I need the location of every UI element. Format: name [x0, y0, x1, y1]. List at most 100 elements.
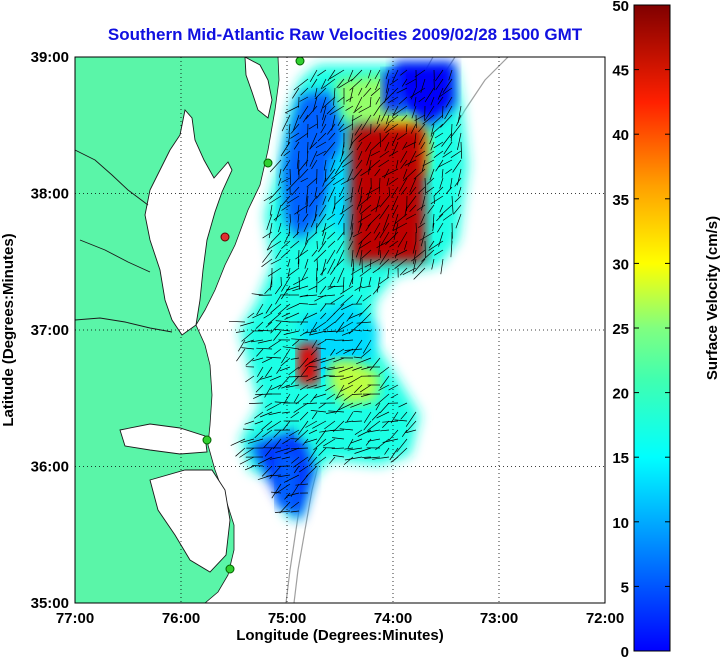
- velocity-vector: [382, 420, 399, 423]
- velocity-vector: [391, 258, 399, 264]
- velocity-vector: [277, 303, 291, 315]
- x-axis-label: Longitude (Degrees:Minutes): [236, 627, 444, 644]
- velocity-vector: [275, 320, 291, 323]
- velocity-vector: [428, 240, 444, 251]
- velocity-vector: [350, 213, 354, 230]
- velocity-vector: [384, 447, 390, 455]
- velocity-vector: [283, 330, 300, 335]
- velocity-vector: [407, 150, 417, 167]
- velocity-vector: [330, 348, 336, 356]
- velocity-vector: [267, 267, 282, 277]
- velocity-vector: [359, 384, 372, 393]
- velocity-vector: [274, 510, 291, 513]
- velocity-vector: [266, 240, 282, 251]
- velocity-vector: [441, 132, 453, 147]
- velocity-vector: [363, 87, 372, 97]
- velocity-vector: [235, 330, 246, 333]
- velocity-vector: [450, 123, 453, 142]
- velocity-vector: [434, 132, 444, 139]
- velocity-vector: [289, 213, 291, 223]
- velocity-vector: [405, 195, 417, 210]
- velocity-vector: [351, 132, 363, 144]
- velocity-vector: [291, 338, 309, 341]
- y-tick-label: 39:00: [31, 49, 69, 66]
- velocity-vector: [308, 303, 318, 306]
- velocity-vector: [389, 240, 399, 248]
- velocity-vector: [291, 186, 300, 196]
- velocity-vector: [266, 402, 282, 411]
- velocity-vector: [413, 168, 426, 180]
- velocity-vector: [325, 168, 336, 182]
- velocity-vector: [323, 321, 336, 331]
- velocity-vector: [334, 384, 345, 401]
- velocity-vector: [354, 96, 363, 112]
- velocity-vector: [352, 258, 355, 272]
- velocity-vector: [424, 240, 426, 258]
- velocity-vector: [412, 249, 417, 265]
- velocity-vector: [332, 455, 345, 458]
- velocity-vector: [299, 411, 309, 421]
- velocity-vector: [362, 339, 372, 354]
- velocity-vector: [440, 258, 444, 275]
- velocity-vector: [337, 213, 345, 225]
- velocity-vector: [368, 159, 381, 171]
- velocity-vector: [266, 213, 273, 231]
- velocity-vector: [430, 123, 435, 137]
- velocity-vector: [334, 159, 345, 175]
- velocity-vector: [445, 168, 453, 174]
- velocity-vector: [392, 105, 408, 116]
- velocity-vector: [318, 447, 327, 456]
- velocity-vector: [361, 285, 372, 289]
- velocity-vector: [312, 96, 318, 112]
- velocity-vector: [448, 69, 453, 81]
- velocity-vector: [443, 141, 453, 155]
- velocity-vector: [365, 141, 372, 152]
- velocity-vector: [418, 96, 426, 103]
- velocity-vector: [394, 249, 399, 259]
- velocity-vector: [279, 366, 291, 372]
- velocity-vector: [333, 87, 336, 106]
- velocity-vector: [435, 78, 444, 90]
- velocity-vector: [290, 123, 300, 134]
- velocity-vector: [300, 474, 309, 485]
- velocity-vector: [325, 384, 336, 392]
- velocity-vector: [345, 420, 354, 423]
- velocity-vector: [350, 267, 363, 275]
- velocity-vector: [321, 114, 327, 127]
- velocity-vector: [367, 429, 381, 433]
- velocity-vector: [315, 222, 318, 234]
- velocity-vector: [327, 330, 345, 333]
- velocity-vector: [452, 159, 462, 173]
- velocity-vector: [379, 195, 390, 208]
- velocity-vector: [348, 141, 354, 150]
- colorbar-tick-label: 10: [612, 515, 629, 532]
- velocity-vector: [414, 258, 426, 273]
- velocity-vector: [367, 420, 381, 431]
- velocity-vector: [432, 213, 435, 228]
- velocity-vector: [414, 96, 417, 107]
- velocity-vector: [400, 186, 408, 195]
- velocity-vector: [372, 267, 381, 274]
- velocity-vector: [439, 204, 444, 213]
- velocity-vector: [257, 339, 273, 344]
- velocity-vector: [369, 258, 372, 268]
- velocity-vector: [275, 249, 282, 259]
- velocity-vector: [275, 294, 282, 305]
- velocity-vector: [262, 231, 273, 239]
- velocity-vector: [277, 474, 291, 478]
- velocity-vector: [338, 402, 354, 411]
- velocity-vector: [294, 204, 309, 215]
- velocity-vector: [318, 204, 327, 217]
- velocity-vector: [331, 150, 336, 160]
- albemarle-sound: [119, 423, 208, 455]
- velocity-vector: [301, 267, 309, 281]
- velocity-vector: [405, 123, 408, 133]
- velocity-vector: [429, 168, 435, 181]
- velocity-vector: [290, 411, 300, 419]
- velocity-vector: [401, 429, 408, 438]
- velocity-vector: [327, 123, 336, 135]
- velocity-vector: [356, 141, 363, 151]
- velocity-vector: [379, 249, 390, 265]
- velocity-vector: [334, 195, 345, 206]
- velocity-vector: [321, 231, 327, 245]
